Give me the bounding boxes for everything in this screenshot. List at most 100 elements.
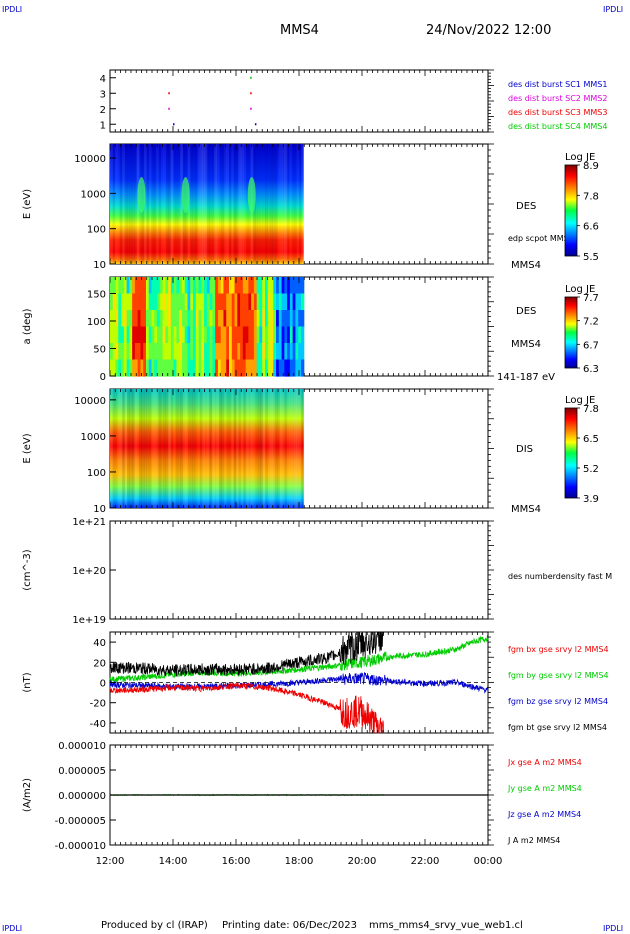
fgm-series-line	[109, 682, 385, 734]
pitch-angle-cell	[121, 343, 125, 361]
pitch-angle-cell	[289, 343, 294, 361]
pitch-angle-cell	[231, 343, 236, 361]
y-axis-label: (cm^-3)	[22, 549, 33, 590]
y-axis-label: (A/m2)	[22, 778, 33, 812]
pitch-angle-cell	[226, 359, 230, 377]
pitch-angle-cell	[253, 293, 258, 311]
fgm-legend-entry: fgm bt gse srvy l2 MMS4	[508, 723, 607, 732]
pitch-angle-cell	[201, 359, 205, 377]
pitch-angle-cell	[251, 343, 255, 361]
pitch-angle-cell	[115, 277, 119, 295]
pitch-angle-cell	[198, 343, 202, 361]
spectrogram-column	[110, 144, 113, 264]
spectrogram-column	[284, 144, 288, 264]
spectrogram-column	[233, 144, 237, 264]
colorbar-tick-label: 7.2	[583, 317, 599, 328]
spectrogram-column	[177, 389, 181, 508]
pitch-angle-cell	[162, 277, 166, 295]
pitch-angle-cell	[273, 343, 277, 361]
spectrogram-column	[134, 144, 138, 264]
plot-footer: Produced by cl (IRAP) Printing date: 06/…	[2, 920, 623, 933]
pitch-angle-cell	[195, 293, 200, 311]
pitch-angle-cell	[248, 359, 252, 377]
spectrogram-column	[112, 144, 116, 264]
spectrogram-column	[216, 144, 220, 264]
pitch-angle-cell	[140, 310, 144, 328]
pitch-angle-cell	[217, 343, 222, 361]
fgm-legend-entry: fgm by gse srvy l2 MMS4	[508, 671, 609, 680]
spectrogram-column	[301, 144, 305, 264]
pitch-angle-cell	[300, 343, 305, 361]
pitch-angle-cell	[190, 310, 194, 328]
spectrogram-column	[294, 144, 297, 264]
pitch-angle-cell	[231, 326, 236, 344]
corner-label-top-left: IPDLI	[2, 5, 22, 14]
spectrogram-column	[274, 144, 278, 264]
pitch-angle-cell	[251, 359, 255, 377]
spectrogram-column	[151, 144, 155, 264]
y-axis-label: a (deg)	[22, 308, 33, 344]
pitch-angle-cell	[212, 326, 216, 344]
des_pitch-spectrogram	[110, 277, 305, 377]
spectrogram-column	[168, 389, 172, 508]
spectrogram-column	[194, 389, 198, 508]
pitch-angle-cell	[206, 277, 211, 295]
pitch-angle-cell	[115, 293, 119, 311]
pitch-angle-cell	[231, 293, 236, 311]
pitch-angle-cell	[245, 359, 249, 377]
pitch-angle-cell	[110, 277, 114, 295]
spectrogram-column	[143, 144, 147, 264]
pitch-angle-cell	[262, 277, 266, 295]
pitch-angle-cell	[184, 310, 189, 328]
y-tick-label: 1	[100, 120, 106, 131]
pitch-angle-cell	[256, 310, 261, 328]
spectrogram-column	[117, 144, 121, 264]
spectrogram-column	[194, 144, 198, 264]
spectrogram-column	[279, 389, 283, 508]
pitch-angle-cell	[264, 326, 269, 344]
spectrogram-column	[243, 389, 247, 508]
spectrogram-column	[117, 389, 121, 508]
spectrogram-column	[240, 144, 244, 264]
pitch-angle-cell	[118, 310, 122, 328]
pitch-angle-cell	[176, 326, 180, 344]
pitch-angle-cell	[284, 326, 288, 344]
pitch-angle-cell	[256, 293, 261, 311]
pitch-angle-cell	[295, 326, 299, 344]
pitch-angle-cell	[223, 359, 227, 377]
pitch-angle-cell	[129, 359, 133, 377]
pitch-angle-cell	[129, 343, 133, 361]
spectrogram-column	[136, 389, 140, 508]
pitch-angle-cell	[176, 293, 180, 311]
pitch-angle-cell	[251, 277, 255, 295]
pitch-angle-cell	[121, 359, 125, 377]
pitch-angle-cell	[206, 359, 211, 377]
pitch-angle-cell	[140, 359, 144, 377]
pitch-angle-cell	[181, 310, 186, 328]
pitch-angle-cell	[176, 277, 180, 295]
pitch-angle-cell	[123, 293, 128, 311]
burst-legend-entry: des dist burst SC4 MMS4	[508, 122, 607, 131]
pitch-angle-cell	[148, 277, 153, 295]
pitch-angle-cell	[209, 359, 213, 377]
pitch-angle-cell	[264, 343, 269, 361]
pitch-angle-cell	[140, 277, 144, 295]
spectrogram-column	[114, 144, 118, 264]
pitch-angle-cell	[287, 310, 291, 328]
pitch-angle-cell	[170, 277, 175, 295]
pitch-angle-cell	[300, 326, 305, 344]
pitch-angle-cell	[276, 359, 280, 377]
pitch-angle-cell	[140, 343, 144, 361]
pitch-angle-cell	[137, 343, 142, 361]
pitch-angle-cell	[201, 293, 205, 311]
spectrogram-column	[172, 389, 176, 508]
pitch-angle-cell	[220, 293, 225, 311]
spectrogram-column	[168, 144, 172, 264]
pitch-angle-cell	[267, 310, 272, 328]
spectrogram-column	[170, 389, 174, 508]
time-tick-label: 16:00	[222, 856, 251, 867]
pitch-angle-cell	[262, 310, 266, 328]
spectrogram-column	[267, 144, 271, 264]
pitch-angle-cell	[276, 293, 280, 311]
spectrogram-column	[131, 389, 135, 508]
